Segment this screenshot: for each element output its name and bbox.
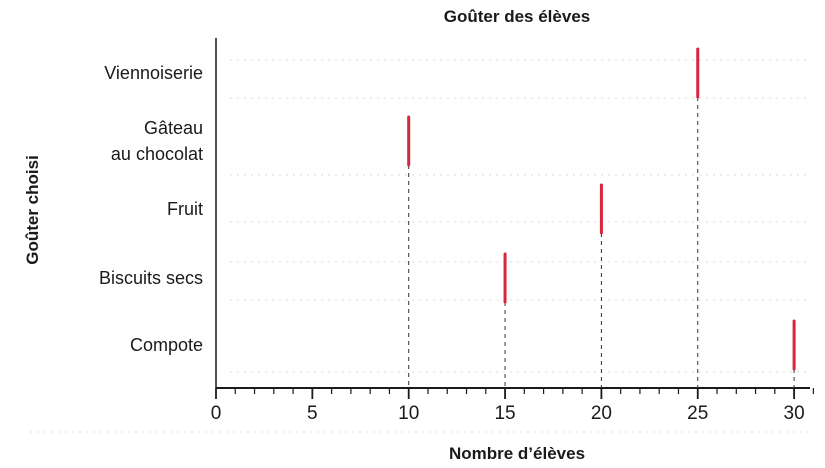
category-label-compote: Compote — [130, 335, 203, 355]
x-tick-label-30: 30 — [784, 403, 805, 424]
x-tick-label-0: 0 — [211, 403, 222, 424]
chart-title: Goûter des élèves — [444, 7, 590, 26]
x-tick-label-25: 25 — [687, 403, 708, 424]
x-tick-label-5: 5 — [307, 403, 318, 424]
x-tick-label-10: 10 — [398, 403, 419, 424]
x-ticks — [215, 388, 814, 399]
category-labels: Viennoiserie Gâteau au chocolat Fruit Biscui… — [99, 63, 203, 355]
x-tick-label-15: 15 — [494, 403, 515, 424]
category-label-viennoiserie: Viennoiserie — [104, 63, 203, 83]
y-axis-title: Goûter choisi — [23, 155, 42, 265]
category-label-biscuits-secs: Biscuits secs — [99, 268, 203, 288]
category-label-fruit: Fruit — [167, 199, 203, 219]
background-artifacts — [30, 59, 810, 433]
x-tick-labels: 0 5 10 15 20 25 30 — [211, 403, 805, 424]
bars — [407, 47, 796, 371]
category-label-gateau-au-chocolat: Gâteau au chocolat — [111, 118, 203, 164]
x-axis-title: Nombre d’élèves — [449, 444, 585, 463]
x-tick-label-20: 20 — [591, 403, 612, 424]
